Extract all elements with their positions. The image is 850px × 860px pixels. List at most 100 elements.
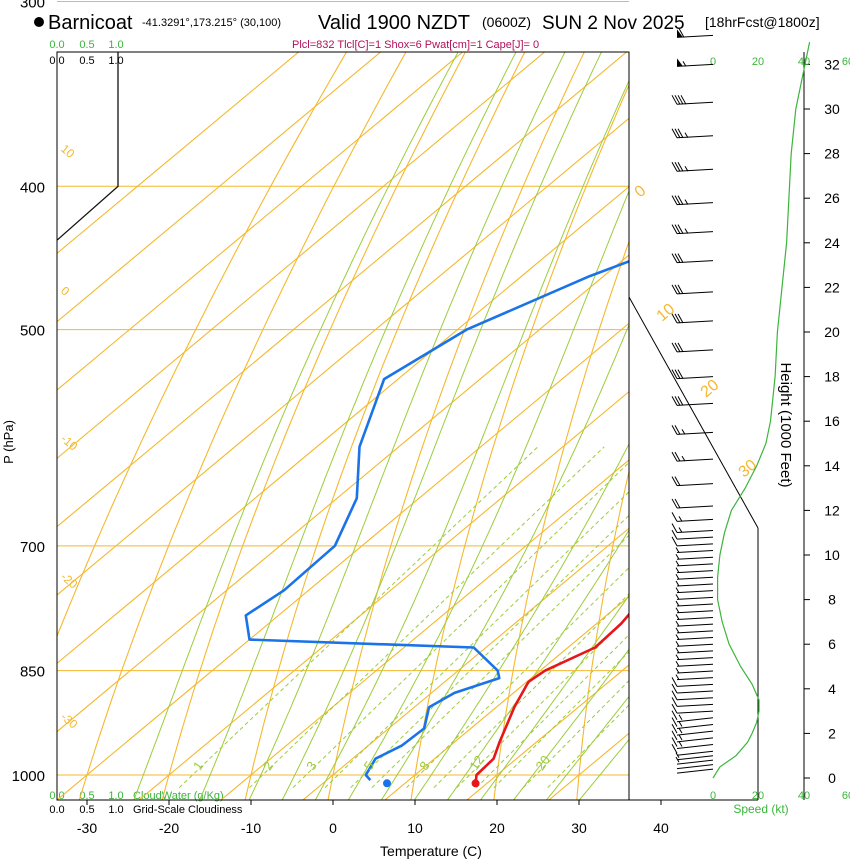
wind-barb: [671, 313, 714, 324]
wind-barb: [671, 253, 714, 264]
surface-temperature-marker: [471, 779, 480, 788]
p-tick-label: 400: [20, 179, 45, 196]
isotherms: [57, 52, 629, 800]
wind-barb: [675, 674, 714, 681]
wind-barb: [671, 683, 714, 694]
wind-barb: [671, 523, 714, 533]
height-tick-label: 10: [824, 547, 840, 563]
wind-barb: [671, 690, 714, 701]
mixing-ratio-line: [522, 679, 629, 789]
p-tick-label: 1000: [12, 768, 45, 785]
x-axis-label: Temperature (C): [380, 843, 482, 859]
cloudiness-line: [57, 52, 119, 242]
dry-adiabat: [327, 52, 585, 800]
mixing-ratio-line: [324, 491, 629, 789]
isotherm: [302, 527, 629, 800]
moist-adiabat: [512, 648, 629, 800]
wind-barb: [671, 161, 714, 172]
moist-adiabat: [380, 323, 629, 800]
mixing-ratio-label: 8: [416, 758, 432, 773]
wind-barb: [675, 553, 714, 560]
dry-adiabat: [161, 52, 466, 800]
wind-barb: [675, 634, 714, 641]
speed-tick-bottom: 0: [710, 790, 716, 802]
wind-barb: [675, 640, 714, 647]
wind-barb: [671, 512, 714, 522]
wind-barb: [671, 710, 714, 723]
cloudiness-profile: [57, 52, 119, 242]
speed-tick-bottom: 60: [842, 790, 850, 802]
wind-barb: [671, 476, 714, 487]
moist-adiabat: [413, 442, 629, 800]
mixing-ratio-line: [433, 593, 629, 789]
speed-tick-bottom: 20: [752, 790, 764, 802]
location-bullet-icon: [34, 17, 44, 27]
dry-adiabat-label: -20: [58, 570, 81, 592]
moist-adiabat: [314, 79, 629, 800]
height-tick-label: 12: [824, 502, 840, 518]
wind-barb: [671, 703, 714, 714]
mixing-ratio-label: 1: [190, 758, 206, 773]
wind-speed-line: [712, 41, 811, 779]
wind-barb: [675, 580, 714, 587]
wind-barb: [671, 195, 714, 206]
chart-grid: [57, 0, 629, 776]
mixing-ratio-line: [456, 615, 629, 789]
height-tick-label: 18: [824, 369, 840, 385]
height-tick-label: 28: [824, 146, 840, 162]
dry-adiabat: [57, 52, 348, 638]
cloudwater-tick-top: 1.0: [108, 39, 123, 51]
p-tick-label: 700: [20, 539, 45, 556]
mixing-ratio-line: [249, 446, 605, 789]
speed-tick-top: 0: [710, 56, 716, 68]
wind-barb: [675, 614, 714, 620]
x-tick-label: 20: [489, 820, 505, 836]
height-tick-label: 22: [824, 279, 840, 295]
y-axis-label: P (hPa): [1, 420, 16, 464]
height-tick-label: 16: [824, 413, 840, 429]
mixing-ratio-label: 3: [303, 758, 319, 773]
mixing-ratio-line: [547, 704, 629, 789]
moist-adiabat: [347, 189, 629, 800]
height-tick-label: 20: [824, 324, 840, 340]
wind-barb: [671, 723, 714, 736]
utc-time: (0600Z): [482, 14, 531, 30]
x-tick-label: 10: [407, 820, 423, 836]
moist-adiabats: [133, 52, 629, 800]
wind-barb: [675, 654, 714, 661]
isotherm-label: 10: [654, 301, 679, 326]
mixing-ratio-line: [178, 446, 539, 789]
dry-adiabat: [410, 83, 629, 800]
wind-barb: [671, 730, 714, 743]
speed-tick-top: 20: [752, 56, 764, 68]
dry-adiabats: [57, 52, 629, 800]
top-scales: 0.0 0.5 1.00.0 0.5 1.00.0 0.5 1.0 CloudWater (g…: [49, 39, 243, 816]
isotherm-label: 0: [632, 182, 650, 201]
isotherm-label: 20: [698, 377, 723, 402]
p-tick-label: 850: [20, 664, 45, 681]
mixing-ratio-line: [350, 514, 629, 789]
wind-barb: [671, 677, 714, 687]
panel-boundary: [628, 296, 759, 529]
mixing-ratio-line: [493, 651, 629, 789]
isotherm: [57, 254, 629, 733]
isotherm: [57, 117, 629, 596]
moist-adiabat: [545, 695, 629, 800]
dewpoint-line: [244, 260, 629, 781]
moist-adiabat: [133, 52, 459, 800]
mixing-ratio-line: [292, 461, 629, 789]
isotherm: [57, 322, 629, 800]
p-tick-label: 300: [20, 0, 45, 11]
valid-time: Valid 1900 NZDT: [318, 12, 470, 34]
x-tick-label: -10: [241, 820, 261, 836]
wind-barb: [671, 128, 714, 139]
wind-barb: [671, 717, 714, 729]
wind-barb: [671, 284, 714, 295]
speed-tick-top: 60: [842, 56, 850, 68]
isotherm: [57, 52, 628, 528]
cloudwater-label: CloudWater (g/Kg): [133, 790, 224, 802]
wind-barb: [676, 768, 714, 774]
wind-barb: [671, 95, 714, 105]
height-tick-label: 8: [828, 592, 836, 608]
temperature-line: [474, 612, 629, 784]
